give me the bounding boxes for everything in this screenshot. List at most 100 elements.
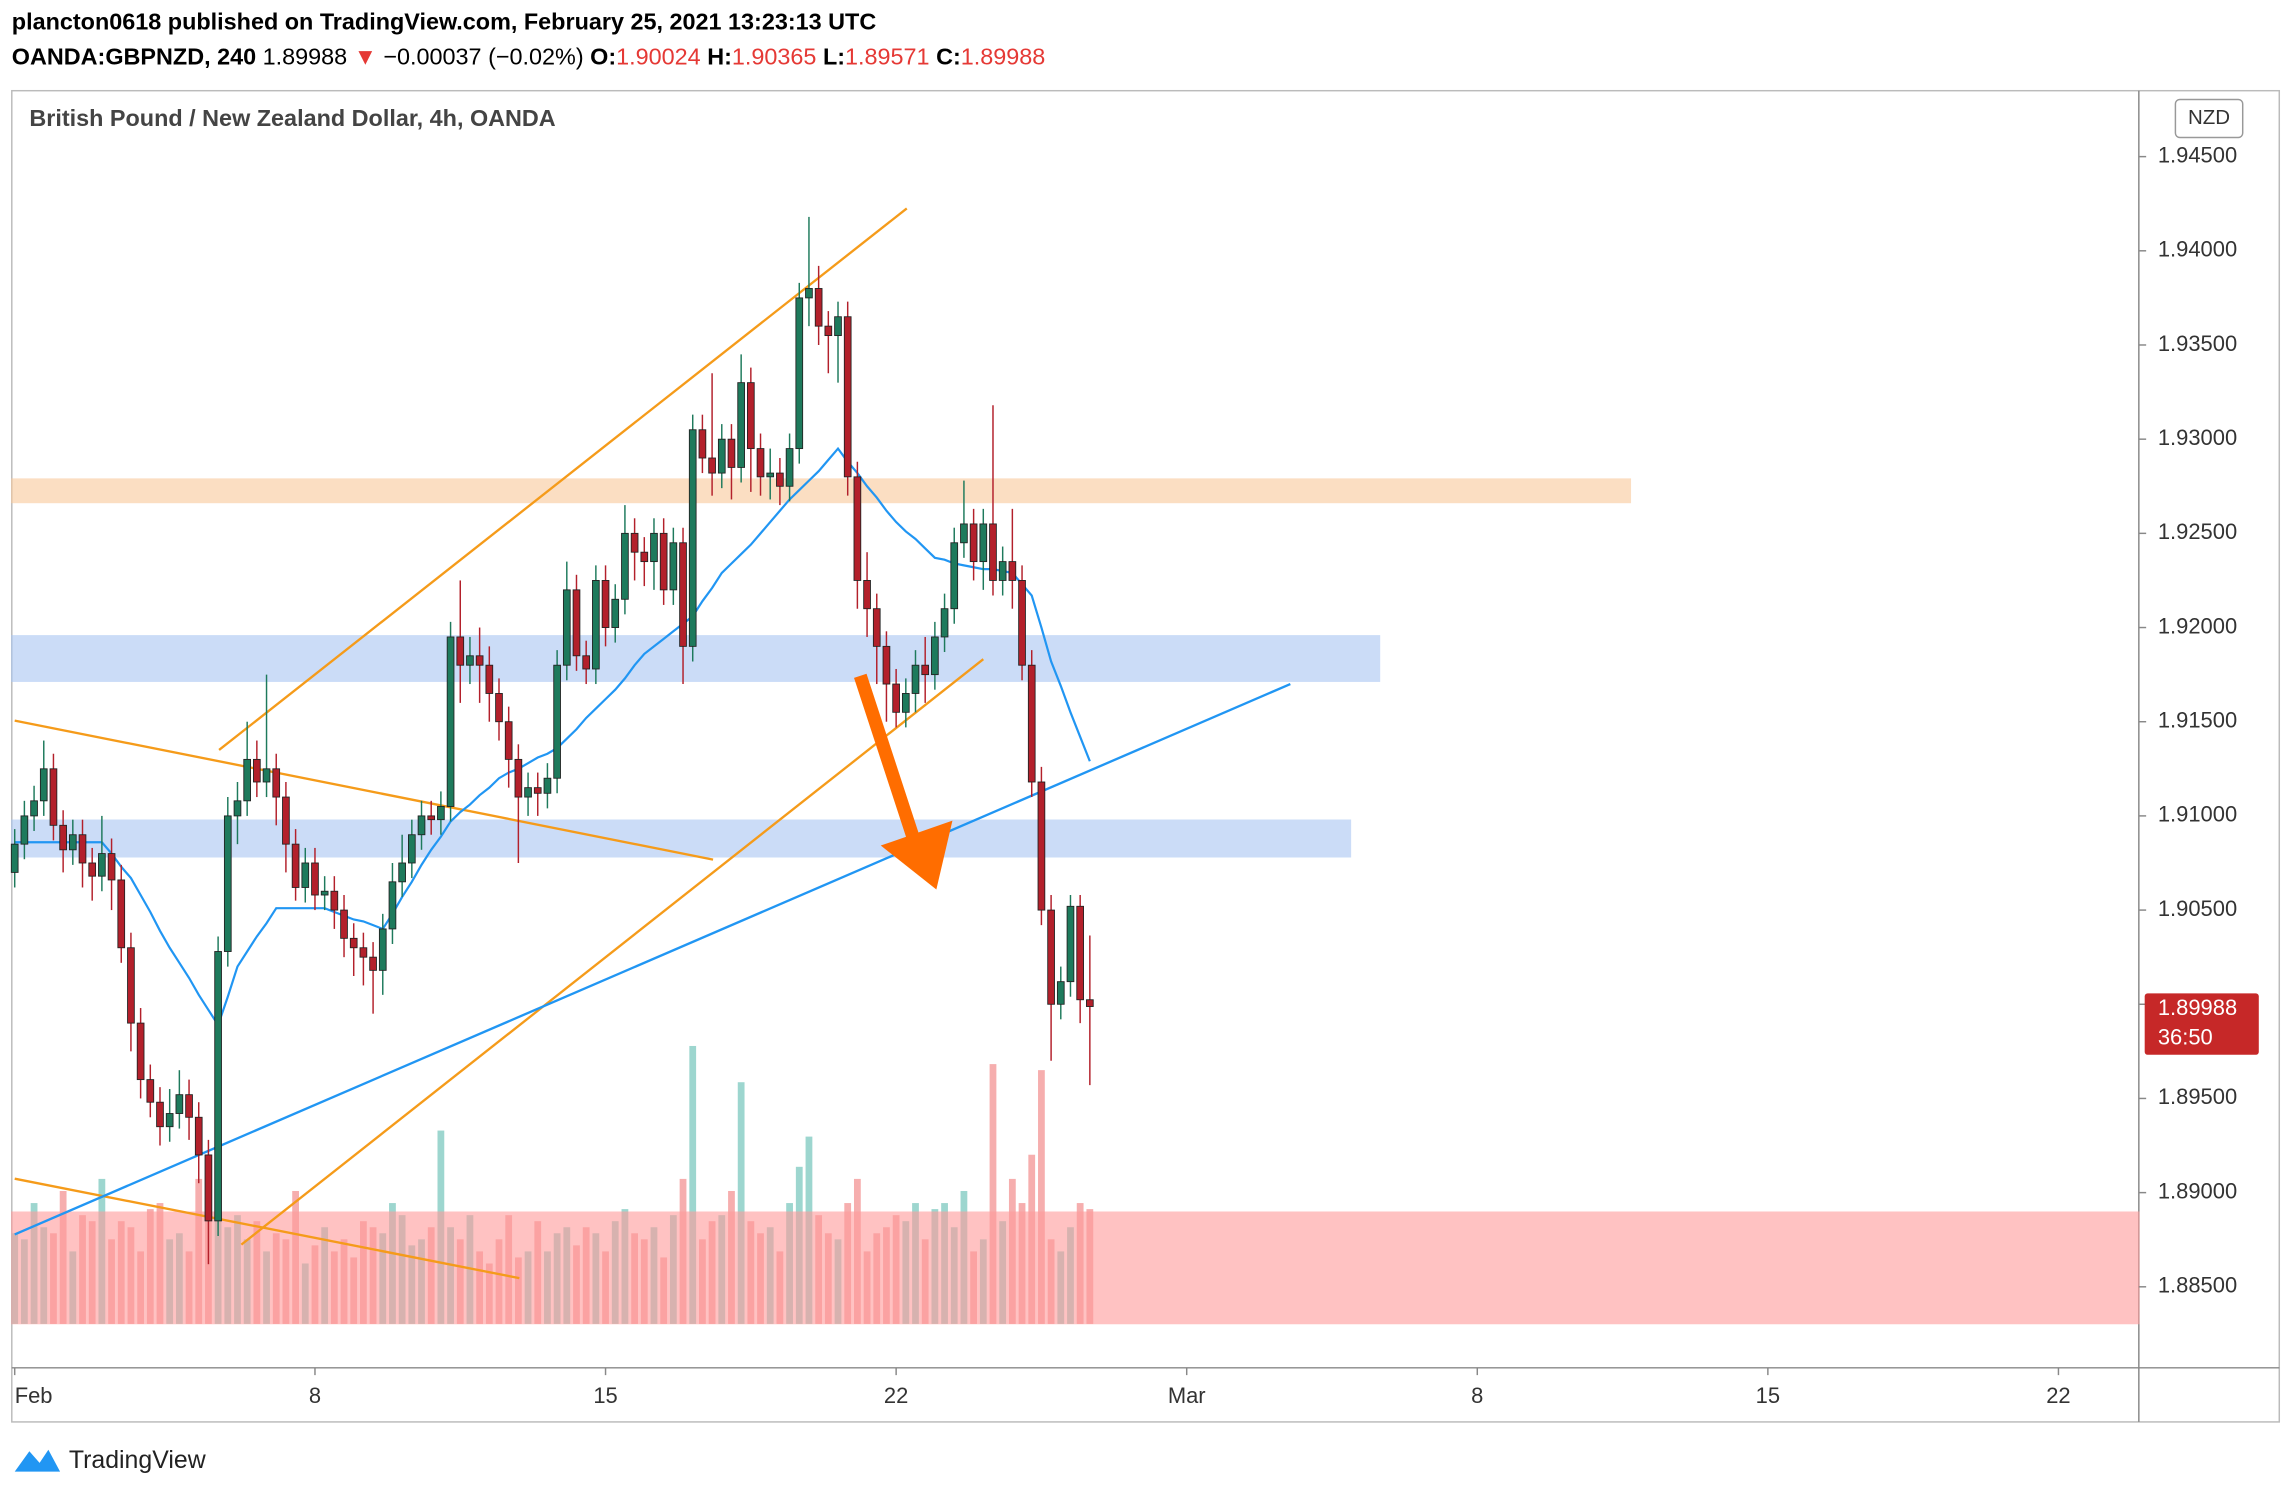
- candle-body: [378, 928, 387, 971]
- trend-line: [14, 682, 1291, 1236]
- candle-body: [146, 1079, 155, 1103]
- candle-body: [1076, 905, 1084, 1001]
- currency-box: [2174, 98, 2244, 139]
- candle-body: [756, 448, 765, 478]
- candle-body: [737, 382, 745, 468]
- candle-body: [117, 879, 126, 949]
- candle-body: [524, 787, 532, 798]
- candle-body: [679, 542, 687, 647]
- candle-body: [805, 288, 813, 299]
- candle-body: [136, 1022, 145, 1081]
- candle-body: [243, 758, 251, 802]
- candle-body: [1056, 981, 1065, 1005]
- candle-body: [882, 645, 891, 685]
- candle-body: [30, 800, 38, 817]
- x-tick-label: 15: [593, 1383, 617, 1408]
- candle-body: [766, 472, 775, 478]
- candle-body: [863, 580, 871, 610]
- logo: [14, 1449, 61, 1472]
- candle-body: [156, 1101, 164, 1128]
- candle-body: [795, 297, 804, 450]
- candle-body: [650, 532, 658, 563]
- candle-body: [611, 598, 620, 628]
- y-tick-label: 1.91500: [2158, 708, 2237, 733]
- candle-body: [853, 476, 862, 581]
- candle-body: [950, 542, 959, 610]
- arrow: ▼: [354, 44, 377, 70]
- zone: [11, 819, 1352, 858]
- candle-body: [504, 721, 513, 760]
- candle-body: [301, 862, 310, 888]
- candle-body: [233, 800, 242, 817]
- candle-body: [398, 862, 406, 883]
- candle-body: [1008, 561, 1017, 581]
- candle-body: [785, 448, 794, 487]
- chart-title: British Pound / New Zealand Dollar, 4h, …: [29, 105, 555, 131]
- candle-body: [553, 664, 561, 779]
- candle-body: [340, 909, 348, 939]
- candle-body: [911, 664, 920, 694]
- candle-body: [10, 843, 19, 873]
- volume-bar: [737, 1082, 745, 1324]
- candle-body: [872, 608, 881, 647]
- candle-body: [253, 758, 261, 783]
- volume-bar: [989, 1064, 997, 1324]
- x-tick-label: Feb: [15, 1383, 53, 1408]
- candle-body: [1027, 664, 1036, 783]
- candle-body: [514, 758, 523, 798]
- candle-body: [834, 316, 842, 337]
- candle-body: [39, 768, 48, 802]
- candle-body: [456, 636, 465, 666]
- candle-body: [727, 438, 736, 468]
- candle-body: [214, 951, 222, 1222]
- c: 1.89988: [961, 44, 1046, 70]
- candle-body: [621, 532, 629, 600]
- candle-body: [495, 693, 503, 723]
- candle-body: [107, 853, 116, 881]
- candle-body: [272, 768, 281, 798]
- y-tick-label: 1.94500: [2158, 142, 2237, 167]
- candle-body: [960, 523, 968, 544]
- candle-body: [282, 796, 290, 845]
- candle-body: [901, 693, 910, 713]
- o-label: O:: [590, 44, 616, 70]
- trend-line: [14, 1177, 520, 1280]
- candle-body: [717, 438, 726, 474]
- candle-body: [1066, 905, 1075, 983]
- candle-body: [49, 768, 58, 826]
- candle-body: [446, 636, 455, 807]
- candle-body: [330, 890, 339, 911]
- o: 1.90024: [616, 44, 701, 70]
- candle-body: [291, 843, 300, 888]
- x-tick-label: 8: [1471, 1383, 1483, 1408]
- y-tick-label: 1.88500: [2158, 1273, 2237, 1298]
- volume-bar: [689, 1045, 697, 1324]
- candle-body: [824, 325, 833, 337]
- candle-body: [998, 561, 1007, 581]
- candle-body: [20, 815, 29, 845]
- candle-body: [659, 532, 668, 591]
- candle-body: [747, 382, 755, 450]
- candle-body: [1018, 580, 1026, 666]
- plot: [10, 207, 2140, 1325]
- candle-body: [204, 1154, 213, 1222]
- candle-body: [194, 1116, 203, 1156]
- candle-body: [68, 834, 77, 851]
- candle-body: [562, 589, 571, 666]
- candle-body: [437, 806, 445, 821]
- c-label: C:: [936, 44, 961, 70]
- candle-body: [572, 589, 581, 657]
- y-tick-label: 1.92500: [2158, 519, 2237, 544]
- change: −0.00037 (−0.02%): [383, 44, 583, 70]
- y-tick-label: 1.93000: [2158, 425, 2237, 450]
- trend-line: [240, 658, 985, 1246]
- candle-body: [921, 664, 930, 676]
- y-tick-label: 1.91000: [2158, 802, 2237, 827]
- h-label: H:: [707, 44, 732, 70]
- moving-average: [14, 446, 1091, 1028]
- candle-body: [78, 834, 87, 864]
- symbol: OANDA:GBPNZD, 240: [12, 44, 256, 70]
- x-tick-label: 22: [884, 1383, 908, 1408]
- x-tick-label: 15: [1756, 1383, 1780, 1408]
